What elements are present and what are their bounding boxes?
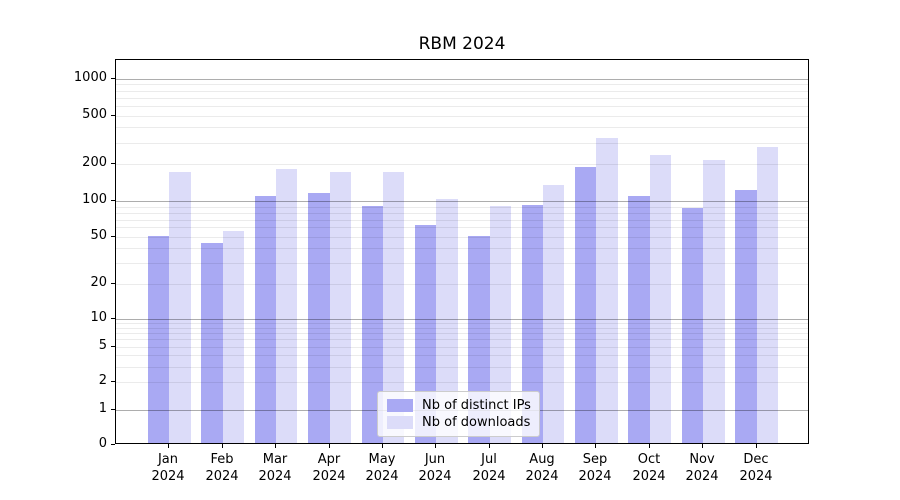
legend-row-downloads: Nb of downloads (387, 414, 530, 431)
y-tick-label: 500 (82, 107, 107, 122)
bar-ips-jan (148, 235, 170, 443)
chart-title: RBM 2024 (418, 34, 506, 54)
x-tick-label-jun: Jun 2024 (418, 452, 452, 484)
x-tick-label-sep: Sep 2024 (578, 452, 612, 484)
bar-downloads-feb (222, 230, 245, 443)
x-tick-mark (382, 444, 383, 448)
x-tick-mark (542, 444, 543, 448)
x-tick-mark (275, 444, 276, 448)
bar-ips-nov (681, 208, 704, 443)
x-tick-label-apr: Apr 2024 (312, 452, 346, 484)
bar-downloads-sep (596, 137, 618, 443)
bar-ips-sep (575, 166, 597, 443)
y-tick-mark (111, 78, 115, 79)
y-tick-mark (111, 115, 115, 116)
plot-area (115, 59, 809, 444)
y-tick-mark (111, 236, 115, 237)
bar-downloads-oct (649, 154, 672, 443)
y-tick-label: 10 (90, 310, 107, 325)
bar-ips-jun (414, 224, 437, 443)
legend-swatch-downloads (387, 416, 413, 429)
legend-label-downloads: Nb of downloads (422, 415, 531, 430)
legend-swatch-ips (387, 399, 413, 412)
y-tick-label: 20 (90, 275, 107, 290)
x-tick-label-jan: Jan 2024 (151, 452, 185, 484)
legend-label-ips: Nb of distinct IPs (422, 398, 531, 413)
y-tick-label: 1000 (73, 70, 107, 85)
y-tick-mark (111, 283, 115, 284)
x-tick-label-jul: Jul 2024 (472, 452, 506, 484)
bar-downloads-jan (169, 172, 191, 443)
bar-ips-dec (735, 190, 757, 443)
bar-downloads-jun (436, 199, 458, 443)
y-tick-mark (111, 163, 115, 164)
x-tick-mark (489, 444, 490, 448)
bar-downloads-dec (756, 147, 778, 443)
bar-downloads-mar (276, 168, 298, 443)
bar-downloads-aug (543, 184, 565, 443)
legend-row-ips: Nb of distinct IPs (387, 397, 531, 414)
x-tick-mark (222, 444, 223, 448)
y-tick-label: 100 (82, 192, 107, 207)
bar-downloads-may (382, 172, 405, 443)
bar-downloads-jul (489, 205, 512, 443)
x-tick-mark (649, 444, 650, 448)
y-tick-label: 5 (98, 338, 107, 353)
x-tick-mark (168, 444, 169, 448)
bar-ips-aug (521, 205, 544, 443)
y-tick-label: 0 (98, 436, 107, 451)
x-tick-mark (595, 444, 596, 448)
x-tick-label-may: May 2024 (365, 452, 399, 484)
y-tick-label: 200 (82, 155, 107, 170)
x-tick-label-oct: Oct 2024 (632, 452, 666, 484)
bar-ips-apr (308, 192, 330, 443)
bar-downloads-apr (329, 172, 351, 443)
y-tick-mark (111, 200, 115, 201)
bars-layer (116, 60, 808, 443)
y-tick-label: 2 (98, 373, 107, 388)
x-tick-mark (702, 444, 703, 448)
y-tick-mark (111, 444, 115, 445)
x-tick-label-dec: Dec 2024 (739, 452, 773, 484)
bar-downloads-nov (703, 160, 725, 443)
y-tick-label: 1 (98, 401, 107, 416)
x-tick-label-aug: Aug 2024 (525, 452, 559, 484)
x-tick-mark (329, 444, 330, 448)
y-tick-mark (111, 381, 115, 382)
bar-ips-feb (201, 242, 223, 443)
y-tick-label: 50 (90, 228, 107, 243)
y-tick-mark (111, 346, 115, 347)
x-tick-mark (435, 444, 436, 448)
y-tick-mark (111, 318, 115, 319)
bar-ips-mar (254, 196, 277, 443)
y-tick-mark (111, 409, 115, 410)
x-tick-label-mar: Mar 2024 (258, 452, 292, 484)
bar-ips-may (361, 205, 383, 443)
x-tick-mark (756, 444, 757, 448)
bar-ips-oct (628, 195, 650, 443)
x-tick-label-feb: Feb 2024 (205, 452, 239, 484)
legend: Nb of distinct IPs Nb of downloads (377, 391, 540, 437)
x-tick-label-nov: Nov 2024 (685, 452, 719, 484)
